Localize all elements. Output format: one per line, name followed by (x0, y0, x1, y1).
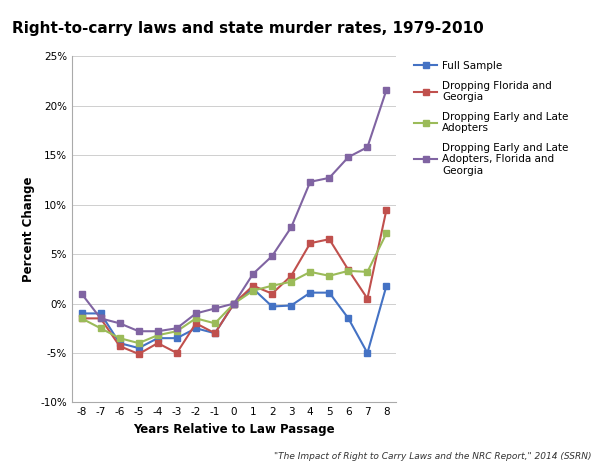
Full Sample (364, 350, 371, 356)
Dropping Early and Late
Adopters, Florida and
Georgia (173, 325, 181, 331)
Dropping Early and Late
Adopters (287, 279, 295, 285)
Full Sample (135, 345, 142, 351)
Dropping Early and Late
Adopters, Florida and
Georgia (78, 291, 85, 296)
Line: Dropping Early and Late
Adopters, Florida and
Georgia: Dropping Early and Late Adopters, Florid… (79, 87, 389, 334)
Dropping Florida and
Georgia (116, 343, 123, 349)
Dropping Florida and
Georgia (192, 321, 199, 326)
Dropping Early and Late
Adopters (250, 288, 257, 293)
Dropping Early and Late
Adopters, Florida and
Georgia (383, 87, 390, 93)
Dropping Florida and
Georgia (287, 273, 295, 278)
Full Sample (307, 290, 314, 295)
Line: Full Sample: Full Sample (79, 283, 389, 356)
Dropping Early and Late
Adopters (97, 325, 104, 331)
Dropping Early and Late
Adopters (230, 301, 238, 307)
Text: "The Impact of Right to Carry Laws and the NRC Report," 2014 (SSRN): "The Impact of Right to Carry Laws and t… (274, 452, 591, 461)
Dropping Florida and
Georgia (364, 296, 371, 301)
Dropping Florida and
Georgia (173, 350, 181, 356)
Full Sample (116, 340, 123, 346)
Dropping Early and Late
Adopters, Florida and
Georgia (116, 321, 123, 326)
Dropping Florida and
Georgia (78, 315, 85, 321)
Dropping Early and Late
Adopters, Florida and
Georgia (326, 175, 333, 181)
Full Sample (97, 311, 104, 316)
Dropping Early and Late
Adopters (78, 315, 85, 321)
Y-axis label: Percent Change: Percent Change (22, 176, 35, 282)
Dropping Early and Late
Adopters, Florida and
Georgia (135, 329, 142, 334)
Dropping Florida and
Georgia (97, 315, 104, 321)
Full Sample (173, 336, 181, 341)
Dropping Florida and
Georgia (230, 301, 238, 307)
Full Sample (269, 304, 276, 309)
Full Sample (78, 311, 85, 316)
Full Sample (287, 303, 295, 308)
Dropping Early and Late
Adopters, Florida and
Georgia (269, 253, 276, 259)
Full Sample (211, 330, 218, 336)
Dropping Early and Late
Adopters, Florida and
Georgia (211, 306, 218, 311)
Dropping Early and Late
Adopters (269, 283, 276, 289)
Dropping Early and Late
Adopters (192, 315, 199, 321)
Dropping Florida and
Georgia (345, 267, 352, 273)
Dropping Early and Late
Adopters, Florida and
Georgia (364, 145, 371, 150)
Dropping Early and Late
Adopters (173, 329, 181, 334)
Dropping Florida and
Georgia (135, 351, 142, 357)
Dropping Early and Late
Adopters, Florida and
Georgia (154, 329, 161, 334)
Line: Dropping Florida and
Georgia: Dropping Florida and Georgia (79, 207, 389, 357)
Legend: Full Sample, Dropping Florida and
Georgia, Dropping Early and Late
Adopters, Dro: Full Sample, Dropping Florida and Georgi… (414, 61, 569, 176)
Dropping Early and Late
Adopters (345, 268, 352, 274)
Full Sample (154, 336, 161, 341)
Dropping Florida and
Georgia (250, 283, 257, 289)
Dropping Florida and
Georgia (383, 207, 390, 212)
Text: Right-to-carry laws and state murder rates, 1979-2010: Right-to-carry laws and state murder rat… (12, 21, 484, 36)
Dropping Early and Late
Adopters, Florida and
Georgia (250, 271, 257, 277)
X-axis label: Years Relative to Law Passage: Years Relative to Law Passage (133, 423, 335, 436)
Line: Dropping Early and Late
Adopters: Dropping Early and Late Adopters (79, 231, 389, 346)
Dropping Early and Late
Adopters, Florida and
Georgia (192, 311, 199, 316)
Dropping Florida and
Georgia (269, 291, 276, 296)
Dropping Florida and
Georgia (154, 340, 161, 346)
Dropping Early and Late
Adopters (364, 269, 371, 275)
Full Sample (192, 325, 199, 331)
Full Sample (345, 315, 352, 321)
Dropping Early and Late
Adopters (326, 273, 333, 278)
Dropping Florida and
Georgia (326, 236, 333, 242)
Dropping Florida and
Georgia (211, 330, 218, 336)
Dropping Early and Late
Adopters (154, 332, 161, 338)
Dropping Early and Late
Adopters, Florida and
Georgia (287, 225, 295, 230)
Full Sample (383, 283, 390, 289)
Dropping Early and Late
Adopters, Florida and
Georgia (97, 315, 104, 321)
Dropping Early and Late
Adopters, Florida and
Georgia (307, 179, 314, 185)
Dropping Early and Late
Adopters (135, 340, 142, 346)
Full Sample (250, 286, 257, 292)
Dropping Early and Late
Adopters, Florida and
Georgia (345, 154, 352, 160)
Dropping Early and Late
Adopters (307, 269, 314, 275)
Full Sample (326, 290, 333, 295)
Dropping Florida and
Georgia (307, 241, 314, 246)
Dropping Early and Late
Adopters (116, 336, 123, 341)
Dropping Early and Late
Adopters (383, 230, 390, 236)
Full Sample (230, 301, 238, 307)
Dropping Early and Late
Adopters (211, 321, 218, 326)
Dropping Early and Late
Adopters, Florida and
Georgia (230, 301, 238, 307)
